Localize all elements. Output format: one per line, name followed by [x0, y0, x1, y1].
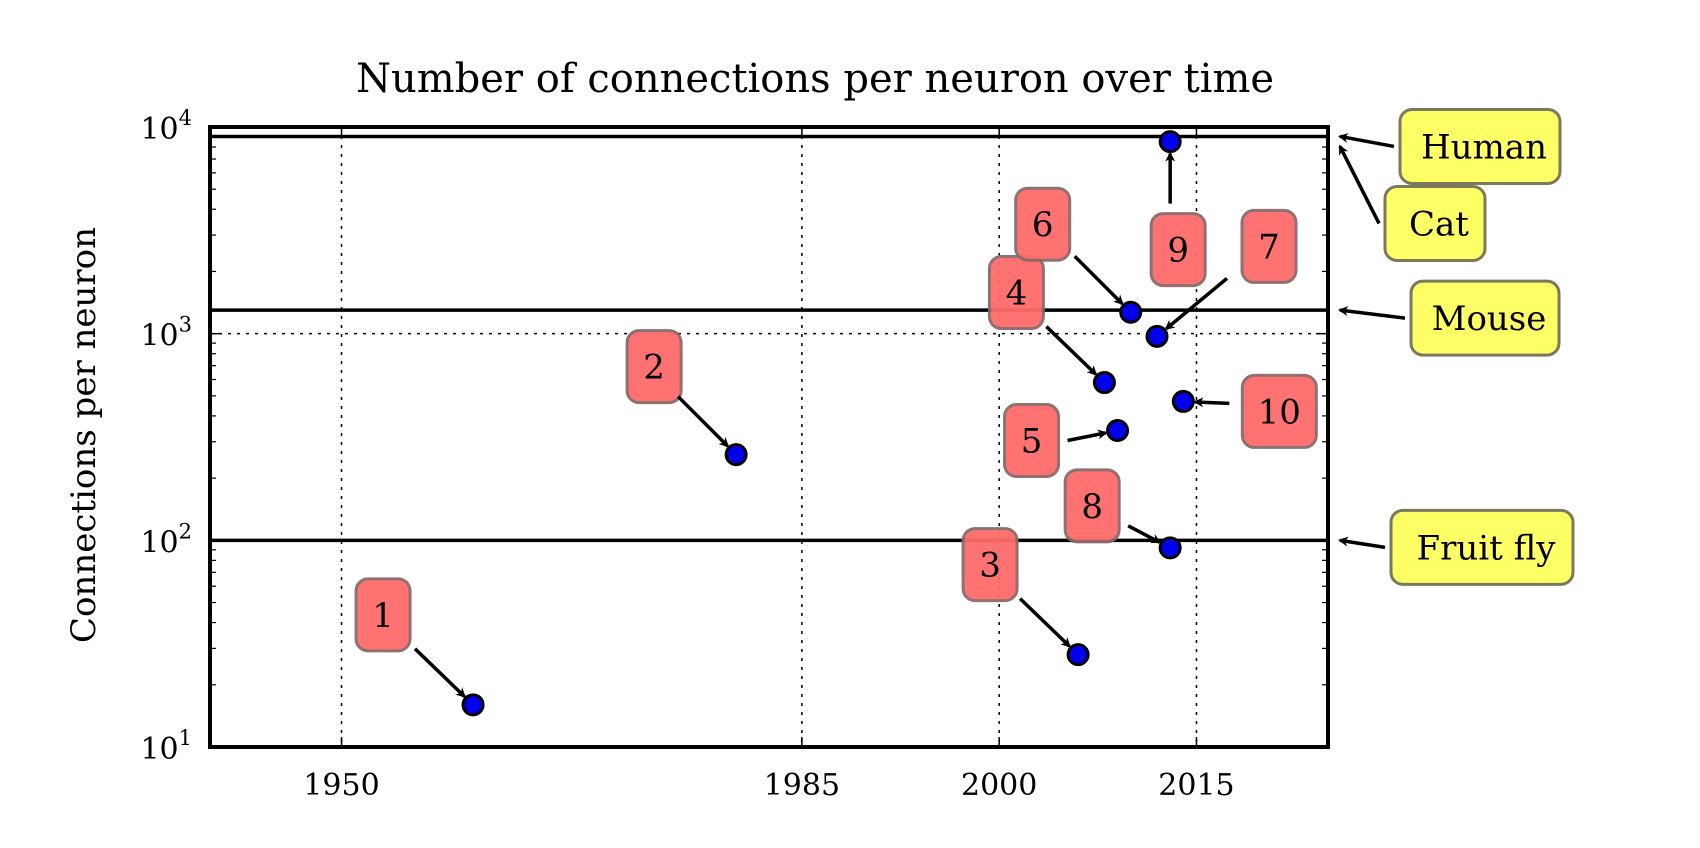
y-tick-label: 103: [140, 313, 192, 354]
data-point: [461, 693, 485, 717]
point-label: 7: [1258, 227, 1280, 267]
reference-label: Cat: [1409, 204, 1469, 244]
reference-label: Fruit fly: [1417, 528, 1557, 568]
point-arrow: [1193, 397, 1230, 408]
data-point: [1066, 643, 1090, 667]
point-arrow: [1067, 429, 1108, 443]
point-arrow: [1164, 277, 1229, 331]
reference-label-box: [1409, 279, 1561, 357]
reference-label-box: [1389, 508, 1575, 586]
point-label-box: [1240, 208, 1298, 284]
point-label-box: [1014, 186, 1072, 262]
point-label: 2: [643, 348, 665, 388]
reference-arrow: [1338, 144, 1381, 225]
x-tick-label: 1985: [764, 768, 840, 803]
point-arrow: [1127, 524, 1162, 544]
point-arrow: [413, 647, 466, 698]
point-label: 10: [1258, 392, 1301, 432]
point-label-box: [987, 255, 1045, 331]
data-points: 1 2 3 4 5 6 7 8 9 10: [354, 130, 1318, 717]
point-label: 4: [1006, 274, 1028, 314]
y-axis-label: Connections per neuron: [64, 227, 104, 643]
reference-arrow: [1338, 306, 1406, 320]
data-point: [1092, 371, 1116, 395]
x-tick-label: 2015: [1158, 768, 1234, 803]
reference-label: Mouse: [1432, 299, 1547, 339]
reference-label-box: [1383, 184, 1487, 262]
reference-label-box: [1398, 107, 1562, 185]
point-label: 1: [372, 596, 394, 636]
y-tick-label: 101: [140, 726, 192, 767]
point-label-box: [1063, 468, 1121, 544]
x-tick-label: 2000: [961, 768, 1037, 803]
point-label: 9: [1167, 231, 1189, 271]
x-tick-label: 1950: [303, 768, 379, 803]
y-tick-label: 104: [140, 106, 192, 147]
plot-frame: [208, 125, 1330, 749]
point-label-box: [1003, 402, 1061, 478]
point-arrow: [1018, 597, 1071, 648]
data-point: [1119, 300, 1143, 324]
y-tick-label: 102: [140, 519, 192, 560]
data-point: [1171, 389, 1195, 413]
point-label-box: [1149, 212, 1207, 288]
point-label-box: [961, 527, 1019, 603]
point-arrow: [676, 395, 730, 448]
point-label-box: [354, 577, 412, 653]
grid-layer: [210, 127, 1328, 747]
reference-arrow: [1338, 536, 1386, 550]
point-label: 3: [979, 546, 1001, 586]
point-label-box: [1240, 373, 1318, 449]
data-point: [1158, 536, 1182, 560]
point-label: 8: [1081, 487, 1103, 527]
reference-label: Human: [1421, 127, 1547, 167]
data-point: [1145, 324, 1169, 348]
point-label: 5: [1021, 421, 1043, 461]
data-point: [1158, 130, 1182, 154]
reference-labels: Human Cat Mouse Fruit fly: [1338, 107, 1575, 586]
point-arrow: [1073, 254, 1124, 306]
point-arrow: [1045, 325, 1098, 376]
chart-title: Number of connections per neuron over ti…: [356, 56, 1274, 102]
reference-arrow: [1338, 132, 1395, 149]
data-point: [1106, 418, 1130, 442]
point-label-box: [625, 329, 683, 405]
data-point: [724, 443, 748, 467]
point-label: 6: [1032, 205, 1054, 245]
